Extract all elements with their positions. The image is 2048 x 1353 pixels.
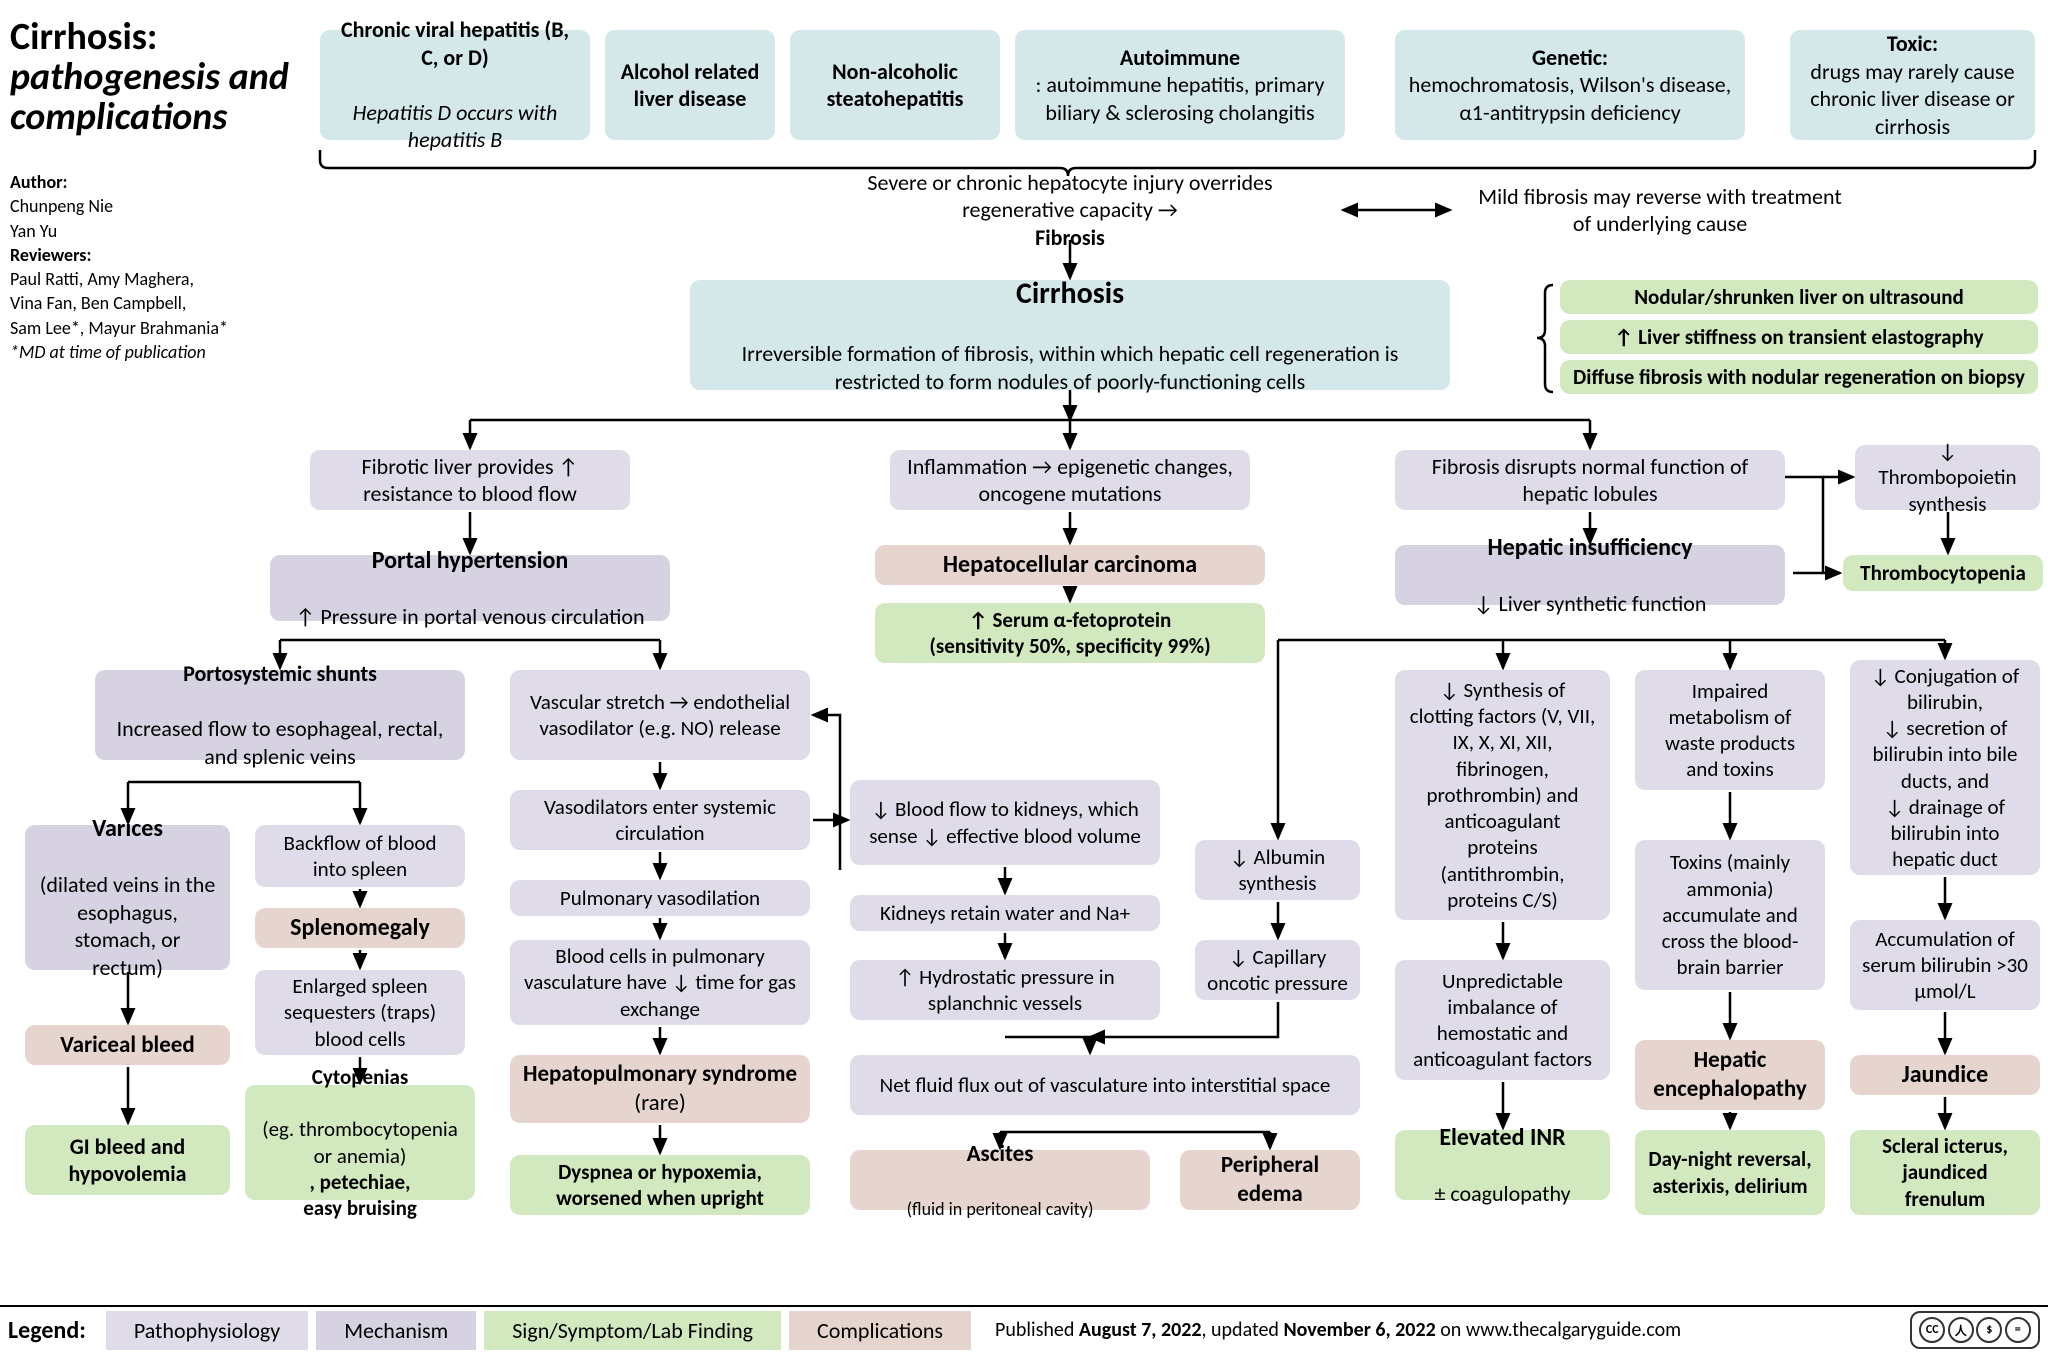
node-cyto: Cytopenias(eg. thrombocytopenia or anemi… <box>245 1085 475 1200</box>
node-inr: Elevated INR± coagulopathy <box>1395 1130 1610 1200</box>
node-us3: Diffuse fibrosis with nodular regenerati… <box>1560 360 2038 394</box>
node-e4: Autoimmune: autoimmune hepatitis, primar… <box>1015 30 1345 140</box>
node-enl: Enlarged spleen sequesters (traps) blood… <box>255 970 465 1055</box>
node-imb: Unpredictable imbalance of hemostatic an… <box>1395 960 1610 1080</box>
node-tox1: Impaired metabolism of waste products an… <box>1635 670 1825 790</box>
node-e2: Alcohol related liver disease <box>605 30 775 140</box>
legend-label: Legend: <box>8 1316 86 1345</box>
legend-swatch: Mechanism <box>316 1311 476 1350</box>
node-bil1: ↓ Conjugation of bilirubin,↓ secretion o… <box>1850 660 2040 875</box>
title-line2: pathogenesis and <box>10 58 310 98</box>
node-afp: ↑ Serum α-fetoprotein(sensitivity 50%, s… <box>875 603 1265 663</box>
legend: Legend: PathophysiologyMechanismSign/Sym… <box>0 1305 2048 1353</box>
node-phtn: Portal hypertension↑ Pressure in portal … <box>270 555 670 621</box>
node-vs: Vascular stretch → endothelial vasodilat… <box>510 670 810 760</box>
title-line3: complications <box>10 98 310 138</box>
node-pss: Portosystemic shuntsIncreased flow to es… <box>95 670 465 760</box>
node-del: Day-night reversal, asterixis, delirium <box>1635 1130 1825 1215</box>
node-vbl: Variceal bleed <box>25 1025 230 1065</box>
node-hcc: Hepatocellular carcinoma <box>875 545 1265 585</box>
node-e3: Non-alcoholic steatohepatitis <box>790 30 1000 140</box>
node-sple: Splenomegaly <box>255 908 465 948</box>
node-b1: Fibrotic liver provides ↑ resistance to … <box>310 450 630 510</box>
node-fib1: Severe or chronic hepatocyte injury over… <box>810 180 1330 240</box>
node-tcp: Thrombocytopenia <box>1843 555 2043 591</box>
node-asc: Ascites(fluid in peritoneal cavity) <box>850 1150 1150 1210</box>
node-jau: Jaundice <box>1850 1055 2040 1095</box>
node-scl: Scleral icterus, jaundiced frenulum <box>1850 1130 2040 1215</box>
node-dys: Dyspnea or hypoxemia, worsened when upri… <box>510 1155 810 1215</box>
cc-license-icon: CC人$= <box>1910 1311 2040 1349</box>
legend-swatch: Pathophysiology <box>106 1311 308 1350</box>
node-e6: Toxic: drugs may rarely cause chronic li… <box>1790 30 2035 140</box>
authors: Chunpeng Nie Yan Yu <box>10 194 310 243</box>
reviewers-hdr: Reviewers: <box>10 243 310 267</box>
legend-swatch: Complications <box>789 1311 971 1350</box>
node-cirr: CirrhosisIrreversible formation of fibro… <box>690 280 1450 390</box>
node-b4: ↓ Thrombopoietin synthesis <box>1855 445 2040 510</box>
node-ped: Peripheral edema <box>1180 1150 1360 1210</box>
node-kid2: Kidneys retain water and Na+ <box>850 895 1160 931</box>
node-us2: ↑ Liver stiffness on transient elastogra… <box>1560 320 2038 354</box>
node-he: Hepatic encephalopathy <box>1635 1040 1825 1110</box>
node-b3: Fibrosis disrupts normal function of hep… <box>1395 450 1785 510</box>
node-tox2: Toxins (mainly ammonia) accumulate and c… <box>1635 840 1825 990</box>
node-alb: ↓ Albumin synthesis <box>1195 840 1360 900</box>
meta: Author: Chunpeng Nie Yan Yu Reviewers: P… <box>10 170 310 364</box>
node-e1: Chronic viral hepatitis (B, C, or D)Hepa… <box>320 30 590 140</box>
node-clot: ↓ Synthesis of clotting factors (V, VII,… <box>1395 670 1610 920</box>
node-e5: Genetic: hemochromatosis, Wilson's disea… <box>1395 30 1745 140</box>
publication: Published August 7, 2022, updated Novemb… <box>995 1318 1900 1342</box>
node-pvd: Pulmonary vasodilation <box>510 880 810 916</box>
node-fib2: Mild fibrosis may reverse with treatment… <box>1460 180 1860 240</box>
legend-swatch: Sign/Symptom/Lab Finding <box>484 1311 781 1350</box>
reviewers: Paul Ratti, Amy Maghera, Vina Fan, Ben C… <box>10 267 310 340</box>
author-hdr: Author: <box>10 170 310 194</box>
node-hyd: ↑ Hydrostatic pressure in splanchnic ves… <box>850 960 1160 1020</box>
title: Cirrhosis: pathogenesis and complication… <box>10 18 310 138</box>
title-line1: Cirrhosis: <box>10 18 310 58</box>
node-back: Backflow of blood into spleen <box>255 825 465 887</box>
node-bil2: Accumulation of serum bilirubin >30 μmol… <box>1850 920 2040 1010</box>
node-gas: Blood cells in pulmonary vasculature hav… <box>510 940 810 1025</box>
node-vent: Vasodilators enter systemic circulation <box>510 790 810 850</box>
md-note: *MD at time of publication <box>10 340 310 364</box>
node-hps: Hepatopulmonary syndrome (rare) <box>510 1055 810 1123</box>
node-b2: Inflammation → epigenetic changes, oncog… <box>890 450 1250 510</box>
node-gib: GI bleed and hypovolemia <box>25 1125 230 1195</box>
node-net: Net fluid flux out of vasculature into i… <box>850 1055 1360 1115</box>
node-kid1: ↓ Blood flow to kidneys, which sense ↓ e… <box>850 780 1160 865</box>
node-var: Varices(dilated veins in the esophagus, … <box>25 825 230 970</box>
node-hins: Hepatic insufficiency↓ Liver synthetic f… <box>1395 545 1785 605</box>
node-onc: ↓ Capillary oncotic pressure <box>1195 940 1360 1000</box>
node-us1: Nodular/shrunken liver on ultrasound <box>1560 280 2038 314</box>
